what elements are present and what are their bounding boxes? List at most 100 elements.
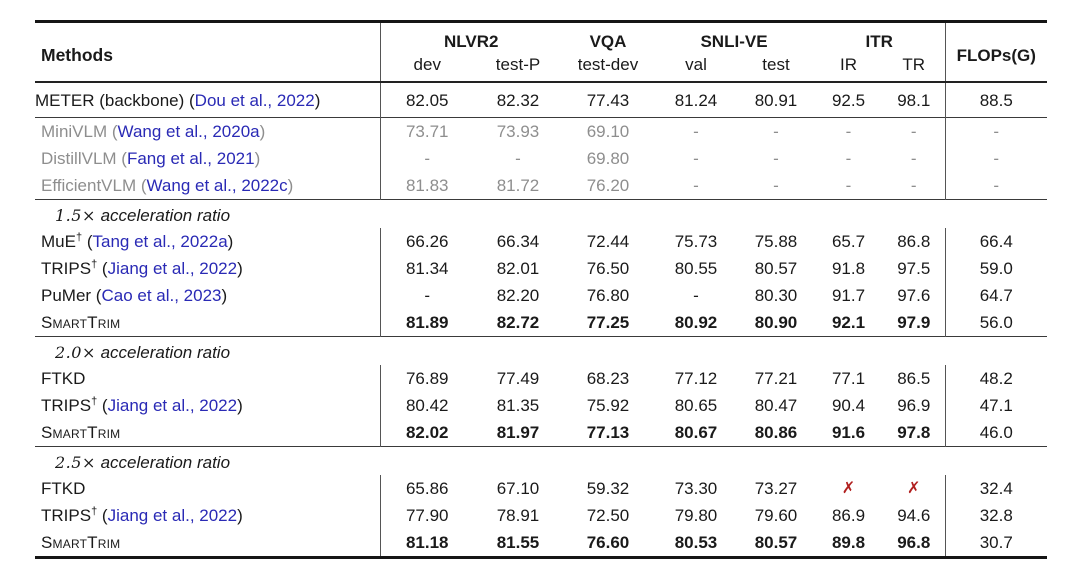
table-row: TRIPS† (Jiang et al., 2022) 80.42 81.35 75.…: [35, 392, 1047, 419]
method-cell: TRIPS† (Jiang et al., 2022): [41, 258, 243, 278]
citation-link[interactable]: Wang et al., 2022c: [146, 176, 288, 195]
metric-cell: 96.9: [897, 396, 931, 415]
method-cell: FTKD: [35, 475, 380, 502]
method-cell: TRIPS† (Jiang et al., 2022): [41, 505, 243, 525]
metric-cell: -: [910, 122, 917, 141]
metric-cell: 65.7: [831, 232, 866, 251]
flops-cell: -: [944, 145, 1047, 172]
method-name: PuMer: [41, 286, 96, 305]
citation-link[interactable]: Jiang et al., 2022: [107, 396, 238, 415]
metric-cell: 67.10: [496, 479, 540, 498]
metric-cell: 65.86: [379, 475, 474, 502]
metric-cell: 82.01: [496, 259, 540, 278]
metric-cell: 75.92: [586, 396, 630, 415]
method-cell: METER (backbone) (Dou et al., 2022): [35, 91, 321, 110]
col-group-nlvr2: NLVR2: [379, 21, 562, 53]
metric-cell: 80.55: [674, 259, 718, 278]
metric-cell: 91.6: [831, 423, 866, 442]
col-header-dev: dev: [379, 53, 474, 82]
metric-cell: -: [773, 122, 779, 141]
metric-cell: 69.80: [586, 149, 630, 168]
metric-cell: 81.34: [379, 255, 474, 282]
method-cell: TRIPS† (Jiang et al., 2022): [41, 395, 243, 415]
method-name: DistillVLM: [41, 149, 122, 168]
metric-cell: 81.35: [496, 396, 540, 415]
metric-cell: 86.8: [897, 232, 931, 251]
metric-cell: 80.57: [754, 533, 798, 552]
citation-link[interactable]: Fang et al., 2021: [126, 149, 255, 168]
acceleration-ratio-label: acceleration ratio: [95, 343, 231, 362]
metric-cell: 76.60: [586, 533, 630, 552]
metric-cell: 77.25: [586, 313, 630, 332]
section-accel-2-5x: 2.5× acceleration ratio FTKD 65.86 67.10 59.…: [35, 446, 1047, 558]
metric-cell: 76.50: [586, 259, 630, 278]
table-row: FTKD 76.89 77.49 68.23 77.12 77.21 77.1 86.5 48.…: [35, 365, 1047, 392]
cross-mark: ✗: [841, 480, 856, 497]
flops-cell: 30.7: [944, 529, 1047, 558]
metric-cell: 81.24: [674, 91, 718, 110]
metric-cell: 80.91: [754, 91, 798, 110]
section-small-vlms: MiniVLM (Wang et al., 2020a) 73.71 73.93 69…: [35, 117, 1047, 200]
dagger-mark: †: [91, 395, 98, 408]
metric-cell: 82.05: [379, 82, 474, 118]
metric-cell: 77.43: [586, 91, 630, 110]
citation-link[interactable]: Cao et al., 2023: [101, 286, 222, 305]
flops-cell: 88.5: [944, 82, 1047, 118]
metric-cell: 86.5: [897, 369, 931, 388]
metric-cell: 80.47: [754, 396, 798, 415]
flops-cell: 46.0: [944, 419, 1047, 447]
table-row: METER (backbone) (Dou et al., 2022) 82.05…: [35, 82, 1047, 118]
metric-cell: 81.72: [496, 176, 540, 195]
section-title: 2.0× acceleration ratio: [35, 337, 1047, 366]
acceleration-ratio-label: acceleration ratio: [95, 453, 231, 472]
results-table: Methods NLVR2 VQA SNLI-VE ITR FLOPs(G) d…: [35, 20, 1047, 559]
metric-cell: 69.10: [586, 122, 630, 141]
method-name: TRIPS: [41, 259, 92, 278]
table-row: EfficientVLM (Wang et al., 2022c) 81.83 81…: [35, 172, 1047, 200]
table-row: SmartTrim 81.18 81.55 76.60 80.53 80.57 89.8 96…: [35, 529, 1047, 558]
method-name: TRIPS: [41, 506, 92, 525]
cross-mark: ✗: [907, 480, 921, 497]
table-row: PuMer (Cao et al., 2023) - 82.20 76.80 - 80.3…: [35, 282, 1047, 309]
section-accel-2-0x: 2.0× acceleration ratio FTKD 76.89 77.49 68.…: [35, 336, 1047, 447]
dagger-mark: †: [91, 505, 98, 518]
metric-cell: 72.44: [586, 232, 630, 251]
metric-cell: 77.13: [586, 423, 630, 442]
flops-cell: 59.0: [944, 255, 1047, 282]
method-name: FTKD: [41, 369, 86, 388]
metric-cell: 77.90: [379, 502, 474, 529]
flops-cell: 48.2: [944, 365, 1047, 392]
table-row: MiniVLM (Wang et al., 2020a) 73.71 73.93 69…: [35, 117, 1047, 145]
citation-link[interactable]: Tang et al., 2022a: [92, 232, 228, 251]
metric-cell: -: [515, 149, 521, 168]
section-backbone: METER (backbone) (Dou et al., 2022) 82.05…: [35, 82, 1047, 118]
method-cell: SmartTrim: [35, 419, 380, 447]
metric-cell: 81.18: [379, 529, 474, 558]
sub-header-row: dev test-P test-dev val test IR TR: [35, 53, 1047, 82]
metric-cell: 66.26: [379, 228, 474, 255]
table-row: TRIPS† (Jiang et al., 2022) 81.34 82.01 76.…: [35, 255, 1047, 282]
metric-cell: 89.8: [831, 533, 866, 552]
metric-cell: 59.32: [586, 479, 630, 498]
col-group-vqa: VQA: [589, 32, 627, 51]
citation-link[interactable]: Jiang et al., 2022: [107, 259, 238, 278]
citation-link[interactable]: Wang et al., 2020a: [117, 122, 260, 141]
metric-cell: 77.1: [831, 369, 866, 388]
metric-cell: -: [910, 149, 917, 168]
table-row: SmartTrim 82.02 81.97 77.13 80.67 80.86 91.6 97…: [35, 419, 1047, 447]
citation-link[interactable]: Jiang et al., 2022: [107, 506, 238, 525]
method-cell: FTKD: [35, 365, 380, 392]
metric-cell: 98.1: [897, 91, 931, 110]
section-title: 1.5× acceleration ratio: [35, 200, 1047, 229]
metric-cell: 78.91: [496, 506, 540, 525]
col-header-test-p: test-P: [495, 55, 541, 74]
metric-cell: 97.6: [897, 286, 931, 305]
metric-cell: 76.80: [586, 286, 630, 305]
section-title-row: 1.5× acceleration ratio: [35, 200, 1047, 229]
metric-cell: 73.27: [754, 479, 798, 498]
metric-cell: -: [693, 176, 699, 195]
citation-link[interactable]: Dou et al., 2022: [194, 91, 315, 110]
metric-cell: 77.49: [496, 369, 540, 388]
acceleration-ratio-value: 2.5×: [55, 453, 96, 472]
method-cell: MuE† (Tang et al., 2022a): [41, 231, 234, 251]
